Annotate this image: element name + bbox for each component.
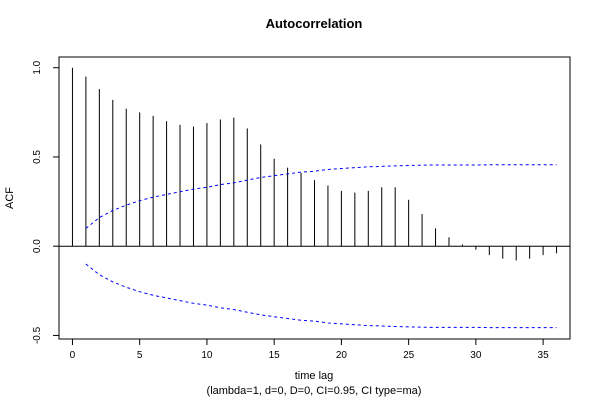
y-tick-label-0: -0.5 (32, 326, 43, 344)
x-axis-label: time lag (295, 370, 334, 382)
acf-bars (71, 67, 558, 261)
x-tick-label-10: 10 (201, 350, 213, 361)
chart-title: Autocorrelation (266, 16, 363, 31)
y-axis-label: ACF (4, 187, 16, 209)
chart-subtitle: (lambda=1, d=0, D=0, CI=0.95, CI type=ma… (207, 385, 422, 397)
y-axis: -0.5 0.0 0.5 1.0 (32, 60, 60, 344)
confidence-band (85, 164, 557, 329)
x-axis: 0 5 10 15 20 25 30 35 (70, 338, 550, 361)
x-tick-label-0: 0 (70, 350, 76, 361)
y-tick-label-2: 0.5 (32, 150, 43, 164)
x-tick-label-30: 30 (470, 350, 482, 361)
ci-upper-line (85, 164, 557, 229)
x-tick-label-20: 20 (336, 350, 348, 361)
x-tick-label-15: 15 (269, 350, 281, 361)
y-tick-label-1: 0.0 (32, 239, 43, 253)
x-tick-label-25: 25 (403, 350, 415, 361)
ci-lower-line (85, 263, 557, 329)
y-tick-label-3: 1.0 (32, 60, 43, 74)
x-tick-label-5: 5 (137, 350, 143, 361)
x-tick-label-35: 35 (538, 350, 550, 361)
